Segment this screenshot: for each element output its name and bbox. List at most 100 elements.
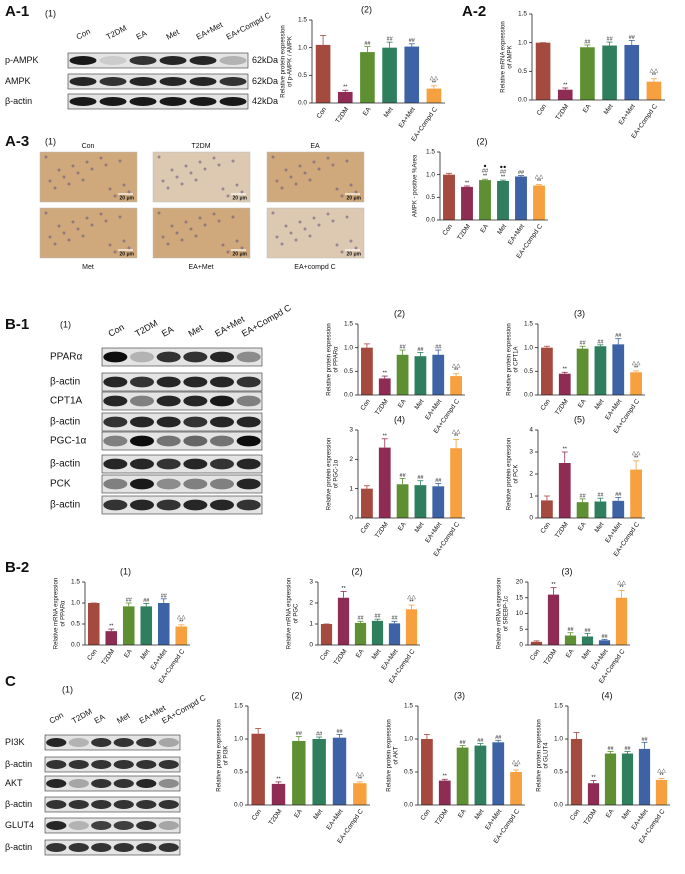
error-bar	[477, 743, 484, 746]
bar	[320, 624, 333, 645]
chart-title: (3)	[574, 308, 585, 318]
nucleus	[122, 239, 126, 243]
error-bar	[408, 604, 415, 610]
blot-band	[68, 760, 89, 769]
y-tick-label: 0.0	[404, 802, 413, 809]
nucleus	[161, 235, 165, 239]
blot-band	[136, 760, 157, 769]
nucleus	[317, 223, 321, 227]
nucleus	[212, 212, 216, 216]
bar	[479, 180, 491, 220]
bar	[292, 740, 306, 805]
blot-band	[103, 351, 128, 363]
nucleus	[127, 190, 131, 194]
significance: ##	[374, 614, 381, 620]
x-tick-label: T2DM	[333, 648, 349, 667]
chart-title: (2)	[394, 308, 405, 318]
x-tick-label: Con	[359, 398, 372, 412]
significance: ##	[161, 593, 168, 599]
significance: △△	[452, 363, 461, 369]
error-bar	[143, 603, 150, 607]
y-tick-label: 1.5	[524, 321, 533, 328]
bar	[624, 44, 640, 100]
error-bar	[615, 497, 622, 501]
nucleus	[76, 171, 80, 175]
blot-band	[129, 56, 157, 65]
significance: **	[179, 619, 184, 625]
nucleus	[284, 168, 288, 172]
chart-title: (2)	[477, 136, 488, 146]
nucleus	[180, 238, 184, 242]
error-bar	[513, 769, 520, 772]
blot-band	[156, 435, 181, 447]
blot-band	[68, 779, 89, 788]
x-tick-label: T2DM	[268, 808, 284, 827]
bar	[271, 783, 286, 805]
nucleus	[48, 235, 52, 239]
significance: △△	[657, 768, 666, 774]
blot-band	[183, 416, 208, 428]
y-tick-label: 0	[309, 642, 313, 649]
blot-band	[210, 376, 234, 388]
nucleus	[194, 178, 198, 182]
nucleus	[104, 219, 108, 223]
nucleus	[166, 186, 170, 190]
micro-label: Met	[82, 264, 94, 271]
lane-label: Con	[48, 710, 65, 725]
error-bar	[658, 778, 665, 780]
nucleus	[157, 155, 161, 159]
blot-band	[130, 435, 154, 447]
significance: △△	[356, 771, 365, 777]
nucleus	[71, 164, 75, 168]
significance: ##	[387, 37, 394, 43]
significance: ##	[597, 493, 604, 499]
nucleus	[76, 227, 80, 231]
bar	[630, 372, 642, 395]
y-tick-label: 0.5	[298, 72, 307, 79]
y-axis-label: Relative mRNA expression	[287, 578, 293, 649]
blot-band	[158, 800, 179, 809]
blot-band	[103, 435, 128, 447]
significance: **	[591, 775, 596, 781]
significance: ##	[518, 170, 525, 176]
error-bar	[342, 89, 349, 92]
blot-band	[158, 843, 179, 852]
error-bar	[381, 438, 388, 448]
significance: ##	[126, 597, 133, 603]
error-bar	[573, 732, 580, 739]
y-tick-label: 1.0	[554, 736, 563, 743]
nucleus	[235, 183, 239, 187]
y-tick-label: 20	[516, 579, 524, 586]
blot-band	[46, 800, 67, 809]
nucleus	[289, 175, 293, 179]
y-tick-label: 2	[309, 600, 313, 607]
x-tick-label: T2DM	[434, 808, 450, 827]
significance: **	[501, 175, 506, 181]
bar	[251, 733, 265, 805]
significance: **	[551, 582, 556, 588]
blot-band	[68, 821, 89, 830]
y-tick-label: 1.5	[554, 703, 563, 710]
bar	[558, 463, 571, 518]
nucleus	[198, 216, 202, 220]
x-tick-label: Con	[316, 106, 329, 120]
y-axis-label: Relative protein expression	[507, 438, 513, 510]
significance: ##	[567, 627, 574, 633]
significance: △△	[632, 360, 641, 366]
error-bar	[417, 351, 424, 357]
bar	[557, 89, 573, 100]
significance: ##	[629, 35, 636, 41]
significance: **	[383, 371, 388, 377]
nucleus	[231, 159, 235, 163]
error-bar	[417, 480, 424, 486]
significance: ##	[417, 347, 424, 353]
bar	[315, 44, 331, 103]
bar	[450, 448, 462, 518]
nucleus	[85, 160, 89, 164]
chart-title: (2)	[292, 690, 303, 700]
nucleus	[345, 159, 349, 163]
bar	[378, 378, 391, 395]
significance: △△	[512, 759, 521, 765]
significance: ##	[143, 598, 150, 604]
blot-band	[210, 435, 234, 447]
